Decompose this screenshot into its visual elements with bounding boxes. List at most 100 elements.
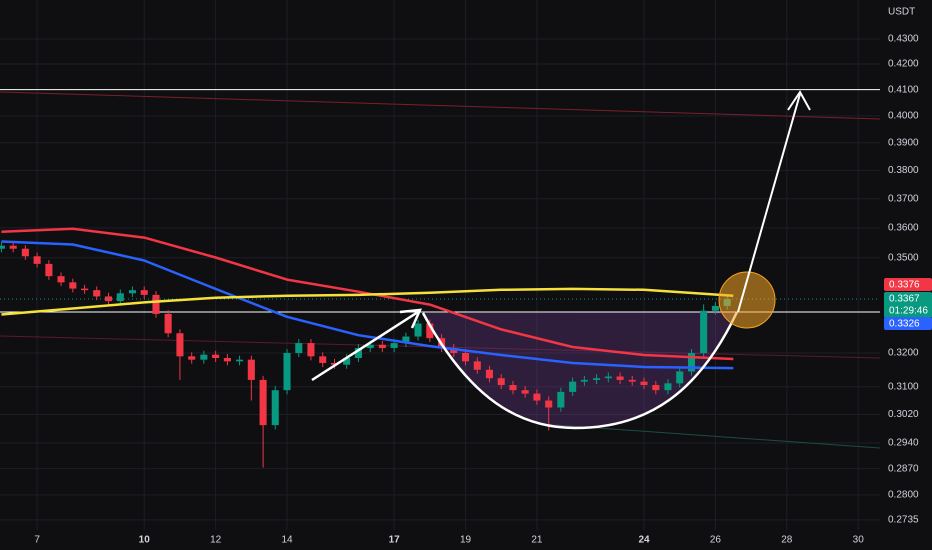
drawings <box>0 91 881 449</box>
axes: 0.4300 0.4200 0.4100 0.4000 0.3900 0.3800 0.37… <box>34 34 932 546</box>
candle-body <box>473 361 481 370</box>
arrow-head <box>399 308 423 329</box>
candle-body <box>533 393 541 401</box>
candle-body <box>450 348 458 354</box>
candle-body <box>593 378 601 380</box>
candle-body <box>390 343 398 349</box>
candle-body <box>509 385 517 391</box>
y-tick-label: 0.2940 <box>888 438 919 449</box>
y-axis-label: USDT <box>888 7 915 18</box>
x-tick-label: 17 <box>389 535 401 546</box>
y-tick-label: 0.3100 <box>888 381 919 392</box>
candle-body <box>188 356 196 360</box>
arrow <box>311 310 419 382</box>
candle-body <box>81 288 89 291</box>
candle-body <box>628 379 636 382</box>
tag-box <box>884 278 932 291</box>
candle-body <box>33 256 41 264</box>
candle-body <box>711 305 719 311</box>
candle-body <box>378 344 386 349</box>
y-tick-label: 0.2870 <box>888 463 919 474</box>
candle-body <box>414 323 422 337</box>
moving-average <box>1 240 734 370</box>
trend-line <box>0 91 881 120</box>
y-tick-label: 0.2800 <box>888 490 919 501</box>
candle-body <box>176 333 184 357</box>
y-tick-label: 0.3600 <box>888 222 919 233</box>
y-tick-label: 0.3500 <box>888 252 919 263</box>
candle-body <box>604 376 612 379</box>
candle-body <box>640 381 648 386</box>
candle-body <box>687 353 696 372</box>
moving-average <box>1 287 734 316</box>
candle-body <box>676 371 684 384</box>
candle-body <box>557 391 565 408</box>
candle-body <box>9 245 17 249</box>
x-tick-label: 21 <box>531 535 543 546</box>
x-tick-label: 26 <box>710 535 722 546</box>
candle-body <box>485 369 493 379</box>
candle-body <box>461 353 470 362</box>
y-tick-label: 0.3020 <box>888 409 919 420</box>
y-tick-label: 0.4000 <box>888 111 919 122</box>
y-tick-label: 0.4300 <box>888 34 919 45</box>
candle-body <box>116 293 124 302</box>
candle-body <box>200 354 208 360</box>
candle-body <box>0 245 5 249</box>
moving-average <box>1 227 734 361</box>
x-tick-label: 12 <box>210 535 222 546</box>
candle-body <box>271 390 279 426</box>
trend-line <box>554 424 881 449</box>
x-tick-label: 19 <box>460 535 472 546</box>
candle-body <box>140 290 148 295</box>
y-tick-label: 0.3900 <box>888 137 919 148</box>
candle-body <box>330 363 339 365</box>
candle-body <box>652 385 660 391</box>
tag-box <box>884 292 932 318</box>
cup-fill <box>423 312 737 428</box>
y-tick-label: 0.3200 <box>888 348 919 359</box>
highlight-circle <box>718 271 776 329</box>
candle-body <box>426 323 434 339</box>
tag-label: 0.3367 <box>889 294 920 305</box>
price-tag: 0.3376 <box>884 278 932 291</box>
candle-body <box>223 357 231 362</box>
candle-body <box>343 357 351 365</box>
candle-body <box>283 353 291 391</box>
candle-body <box>247 359 255 380</box>
candle-body <box>57 276 65 283</box>
candle-body <box>164 313 172 334</box>
y-tick-label: 0.4200 <box>888 59 919 70</box>
candle-body <box>354 348 362 358</box>
candle-body <box>307 343 315 357</box>
y-tick-label: 0.2735 <box>888 514 919 525</box>
candle-body <box>69 282 77 289</box>
candle-body <box>521 390 529 394</box>
y-tick-label: 0.4100 <box>888 84 919 95</box>
y-tick-label: 0.3800 <box>888 165 919 176</box>
x-tick-label: 7 <box>34 535 40 546</box>
candle-body <box>236 359 244 362</box>
candle-body <box>545 400 553 408</box>
candle-body <box>212 354 220 358</box>
candle-body <box>580 379 588 382</box>
candle-body <box>93 290 101 297</box>
candle-body <box>700 310 708 354</box>
candle-body <box>616 376 624 380</box>
candle-body <box>402 336 410 344</box>
tag-countdown: 01:29:46 <box>889 306 928 317</box>
candle-body <box>21 248 29 257</box>
candle-body <box>295 343 303 354</box>
x-tick-label: 10 <box>139 535 151 546</box>
candle-body <box>45 263 53 277</box>
tag-label: 0.3326 <box>889 319 920 330</box>
x-tick-label: 24 <box>638 535 650 546</box>
x-tick-label: 30 <box>853 535 865 546</box>
candle-body <box>664 383 672 391</box>
tag-box <box>884 317 932 330</box>
cup-curve <box>421 311 739 430</box>
candle-body <box>152 294 160 314</box>
candle-body <box>497 378 505 386</box>
